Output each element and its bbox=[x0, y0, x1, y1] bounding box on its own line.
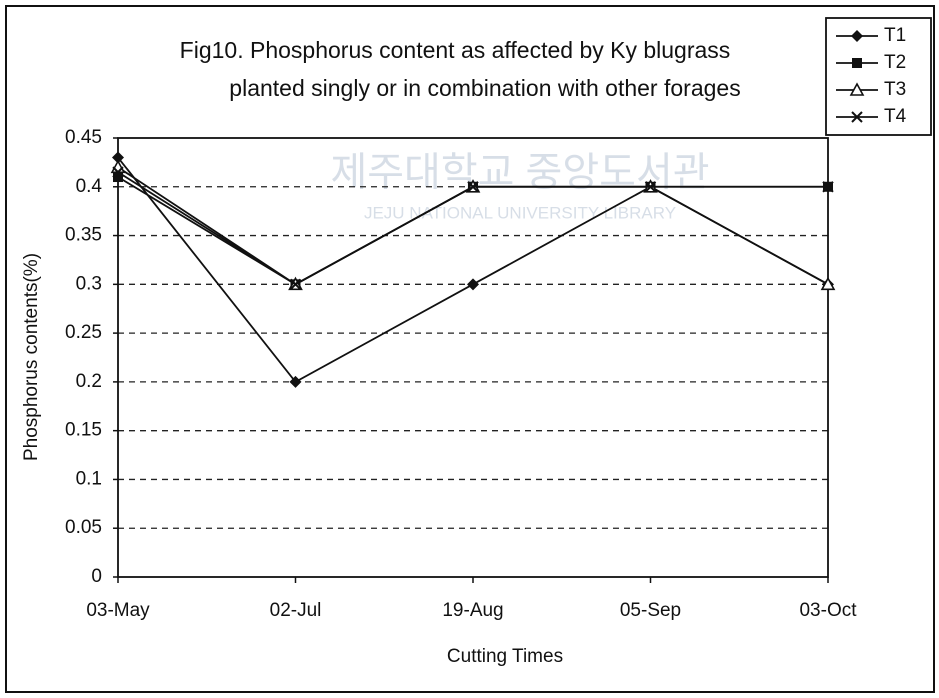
marker bbox=[822, 181, 834, 193]
chart-title: planted singly or in combination with ot… bbox=[229, 75, 740, 101]
y-tick-label: 0.45 bbox=[65, 127, 102, 148]
marker bbox=[644, 181, 657, 193]
legend-label: T2 bbox=[884, 52, 906, 73]
y-tick-label: 0.15 bbox=[65, 420, 102, 441]
y-tick-label: 0 bbox=[91, 566, 102, 587]
x-axis-label: Cutting Times bbox=[447, 646, 563, 667]
marker bbox=[289, 278, 302, 291]
marker bbox=[820, 276, 836, 291]
y-tick-label: 0.35 bbox=[65, 225, 102, 246]
marker bbox=[467, 181, 479, 193]
frame bbox=[5, 5, 935, 693]
legend bbox=[825, 17, 932, 136]
legend-label: T4 bbox=[884, 106, 907, 127]
x-tick-label: 03-May bbox=[86, 600, 150, 621]
marker bbox=[112, 166, 124, 178]
y-tick-label: 0.3 bbox=[76, 273, 102, 294]
marker bbox=[851, 30, 863, 42]
marker bbox=[852, 58, 862, 68]
x-tick-label: 02-Jul bbox=[270, 600, 322, 621]
y-tick-label: 0.05 bbox=[65, 517, 102, 538]
watermark: JEJU NATIONAL UNIVERSITY LIBRARY bbox=[364, 203, 676, 222]
y-tick-label: 0.1 bbox=[76, 468, 102, 489]
x-tick-label: 03-Oct bbox=[799, 600, 857, 621]
marker bbox=[289, 375, 302, 388]
marker bbox=[851, 111, 863, 123]
marker bbox=[467, 278, 479, 291]
legend-label: T1 bbox=[884, 25, 906, 46]
marker bbox=[112, 151, 124, 164]
chart-title: Fig10. Phosphorus content as affected by… bbox=[180, 37, 731, 63]
marker bbox=[113, 172, 123, 183]
y-tick-label: 0.2 bbox=[76, 371, 102, 392]
x-tick-label: 05-Sep bbox=[620, 600, 681, 621]
legend-label: T3 bbox=[884, 79, 906, 100]
y-axis-label: Phosphorus contents(%) bbox=[21, 253, 42, 461]
x-tick-label: 19-Aug bbox=[442, 600, 503, 621]
y-tick-label: 0.25 bbox=[65, 322, 102, 343]
y-tick-label: 0.4 bbox=[76, 176, 103, 197]
marker bbox=[849, 82, 865, 96]
